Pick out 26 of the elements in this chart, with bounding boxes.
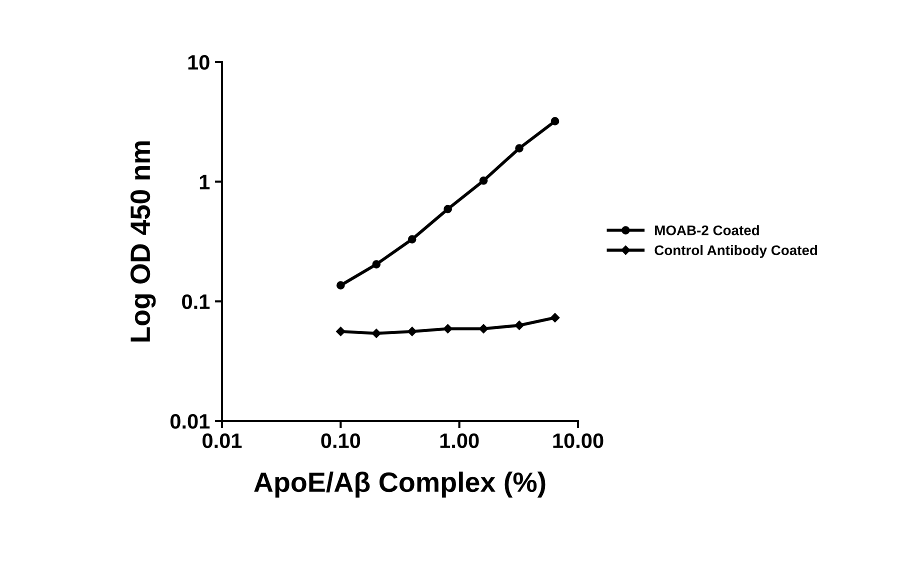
legend-label: Control Antibody Coated <box>654 244 818 258</box>
point <box>372 260 381 268</box>
point <box>514 320 524 330</box>
point <box>479 176 488 185</box>
y-tick-label: 0.1 <box>182 294 210 310</box>
y-axis-title: Log OD 450 nm <box>130 141 156 342</box>
point <box>550 117 560 126</box>
point <box>407 326 417 336</box>
x-tick-label: 1.00 <box>440 433 479 448</box>
x-tick-label: 0.10 <box>321 433 360 448</box>
point <box>444 204 452 214</box>
point <box>443 324 452 334</box>
point <box>478 324 488 334</box>
point <box>515 144 524 152</box>
point <box>336 326 346 336</box>
point <box>408 235 416 244</box>
y-tick-label: 1 <box>200 174 210 190</box>
y-tick-label: 10 <box>188 55 210 70</box>
x-tick-label: 10.00 <box>553 433 604 448</box>
point <box>550 313 560 322</box>
x-axis-title: ApoE/Aβ Complex (%) <box>254 472 546 498</box>
point <box>336 281 345 290</box>
point <box>372 328 382 338</box>
x-tick-label: 0.01 <box>202 433 242 448</box>
legend-label: MOAB-2 Coated <box>655 225 759 236</box>
y-tick-label: 0.01 <box>170 414 210 429</box>
